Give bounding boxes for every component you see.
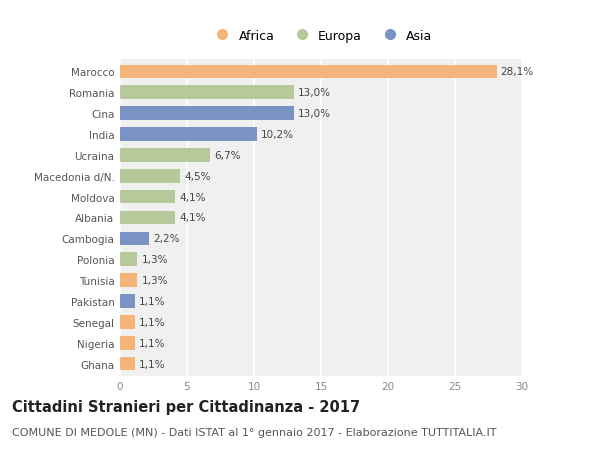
- Text: 13,0%: 13,0%: [298, 88, 331, 98]
- Bar: [120, 190, 175, 204]
- Bar: [120, 336, 135, 350]
- Bar: [120, 128, 257, 141]
- Bar: [120, 274, 137, 287]
- Text: 1,1%: 1,1%: [139, 317, 165, 327]
- Text: 1,1%: 1,1%: [139, 297, 165, 306]
- Bar: [120, 253, 137, 267]
- Text: Cittadini Stranieri per Cittadinanza - 2017: Cittadini Stranieri per Cittadinanza - 2…: [12, 399, 360, 414]
- Text: 1,3%: 1,3%: [142, 275, 168, 285]
- Text: 10,2%: 10,2%: [260, 130, 293, 140]
- Bar: [120, 211, 175, 225]
- Bar: [120, 232, 149, 246]
- Text: 13,0%: 13,0%: [298, 109, 331, 119]
- Text: COMUNE DI MEDOLE (MN) - Dati ISTAT al 1° gennaio 2017 - Elaborazione TUTTITALIA.: COMUNE DI MEDOLE (MN) - Dati ISTAT al 1°…: [12, 427, 497, 437]
- Bar: [120, 86, 294, 100]
- Text: 4,1%: 4,1%: [179, 192, 205, 202]
- Bar: [120, 169, 180, 183]
- Text: 28,1%: 28,1%: [500, 67, 533, 77]
- Bar: [120, 357, 135, 371]
- Legend: Africa, Europa, Asia: Africa, Europa, Asia: [205, 25, 437, 48]
- Text: 4,5%: 4,5%: [184, 171, 211, 181]
- Text: 2,2%: 2,2%: [154, 234, 180, 244]
- Bar: [120, 65, 497, 79]
- Text: 4,1%: 4,1%: [179, 213, 205, 223]
- Bar: [120, 107, 294, 121]
- Bar: [120, 295, 135, 308]
- Bar: [120, 149, 210, 162]
- Text: 1,1%: 1,1%: [139, 359, 165, 369]
- Text: 6,7%: 6,7%: [214, 151, 240, 161]
- Text: 1,3%: 1,3%: [142, 255, 168, 265]
- Text: 1,1%: 1,1%: [139, 338, 165, 348]
- Bar: [120, 315, 135, 329]
